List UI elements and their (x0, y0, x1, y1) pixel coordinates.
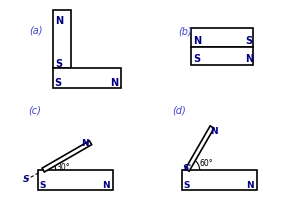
Text: N: N (110, 78, 118, 88)
Bar (38, 170, 113, 190)
Text: S': S' (183, 163, 192, 172)
Text: N: N (82, 138, 89, 147)
Bar (53, 11, 71, 68)
Text: S: S (55, 78, 62, 88)
Text: S: S (246, 35, 253, 45)
Text: S: S (55, 59, 62, 69)
Text: N: N (246, 181, 254, 190)
Text: S: S (183, 181, 190, 190)
Polygon shape (185, 126, 214, 171)
Text: N: N (210, 126, 218, 135)
Text: (a): (a) (29, 26, 43, 36)
Text: N: N (246, 53, 254, 63)
Text: S: S (193, 53, 200, 63)
Text: N: N (102, 181, 110, 190)
Text: (d): (d) (172, 105, 186, 115)
Bar (182, 170, 257, 190)
Text: (c): (c) (28, 105, 41, 115)
Text: S: S (23, 174, 29, 183)
Text: N: N (193, 35, 201, 45)
Text: (b): (b) (179, 26, 193, 36)
Bar (190, 29, 254, 47)
Bar (190, 47, 254, 65)
Text: 30°: 30° (56, 162, 70, 171)
Text: 60°: 60° (199, 158, 213, 167)
Text: S: S (39, 181, 46, 190)
Bar (53, 68, 121, 88)
Text: N: N (55, 16, 63, 26)
Polygon shape (42, 141, 92, 172)
